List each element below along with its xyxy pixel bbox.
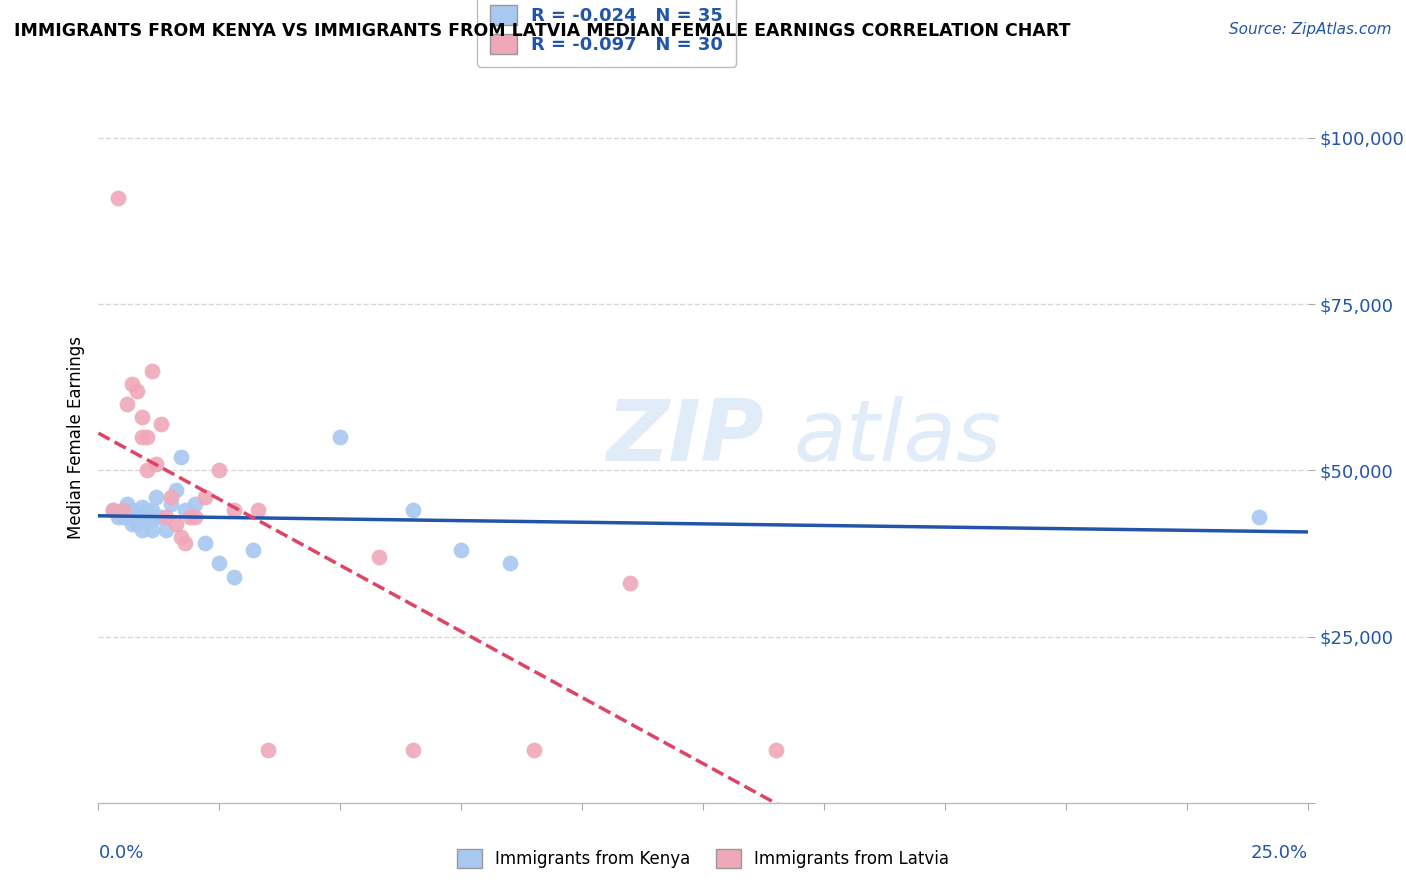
Point xyxy=(247,503,270,517)
Point xyxy=(329,430,352,444)
Point xyxy=(184,497,207,511)
Point xyxy=(121,376,143,391)
Text: ZIP: ZIP xyxy=(606,395,763,479)
Point xyxy=(127,384,149,398)
Point xyxy=(1249,509,1271,524)
Point xyxy=(165,516,187,531)
Point xyxy=(194,536,217,550)
Point xyxy=(111,509,134,524)
Point xyxy=(208,463,231,477)
Point xyxy=(135,430,157,444)
Point xyxy=(160,497,183,511)
Point xyxy=(131,410,153,425)
Point xyxy=(619,576,641,591)
Point xyxy=(121,503,143,517)
Point xyxy=(155,523,177,537)
Point xyxy=(145,457,167,471)
Point xyxy=(107,509,129,524)
Point xyxy=(131,523,153,537)
Point xyxy=(155,509,177,524)
Point xyxy=(127,509,149,524)
Point xyxy=(184,509,207,524)
Point xyxy=(107,191,129,205)
Point xyxy=(127,516,149,531)
Point xyxy=(135,513,157,527)
Point xyxy=(208,557,231,571)
Legend: Immigrants from Kenya, Immigrants from Latvia: Immigrants from Kenya, Immigrants from L… xyxy=(450,843,956,875)
Point xyxy=(165,483,187,498)
Point xyxy=(368,549,391,564)
Point xyxy=(169,530,191,544)
Point xyxy=(121,516,143,531)
Point xyxy=(111,503,134,517)
Point xyxy=(117,397,139,411)
Point xyxy=(222,570,245,584)
Point xyxy=(141,523,163,537)
Point xyxy=(194,490,217,504)
Point xyxy=(402,503,425,517)
Point xyxy=(131,430,153,444)
Legend: R = -0.024   N = 35, R = -0.097   N = 30: R = -0.024 N = 35, R = -0.097 N = 30 xyxy=(477,0,735,67)
Point xyxy=(179,509,201,524)
Point xyxy=(135,509,157,524)
Point xyxy=(135,503,157,517)
Point xyxy=(498,557,520,571)
Text: 0.0%: 0.0% xyxy=(98,845,143,863)
Point xyxy=(117,497,139,511)
Point xyxy=(150,509,173,524)
Point xyxy=(222,503,245,517)
Point xyxy=(135,463,157,477)
Point xyxy=(101,503,124,517)
Point xyxy=(141,363,163,377)
Point xyxy=(141,503,163,517)
Point xyxy=(242,543,264,558)
Point xyxy=(256,742,278,756)
Point xyxy=(174,503,197,517)
Point xyxy=(111,503,134,517)
Point xyxy=(145,509,167,524)
Y-axis label: Median Female Earnings: Median Female Earnings xyxy=(66,335,84,539)
Point xyxy=(131,500,153,514)
Text: atlas: atlas xyxy=(793,395,1001,479)
Point xyxy=(169,450,191,464)
Text: Source: ZipAtlas.com: Source: ZipAtlas.com xyxy=(1229,22,1392,37)
Text: 25.0%: 25.0% xyxy=(1250,845,1308,863)
Point xyxy=(101,503,124,517)
Point xyxy=(150,417,173,431)
Point xyxy=(402,742,425,756)
Point xyxy=(450,543,472,558)
Point xyxy=(131,509,153,524)
Point xyxy=(174,536,197,550)
Point xyxy=(765,742,787,756)
Text: IMMIGRANTS FROM KENYA VS IMMIGRANTS FROM LATVIA MEDIAN FEMALE EARNINGS CORRELATI: IMMIGRANTS FROM KENYA VS IMMIGRANTS FROM… xyxy=(14,22,1070,40)
Point xyxy=(145,490,167,504)
Point xyxy=(160,490,183,504)
Point xyxy=(523,742,546,756)
